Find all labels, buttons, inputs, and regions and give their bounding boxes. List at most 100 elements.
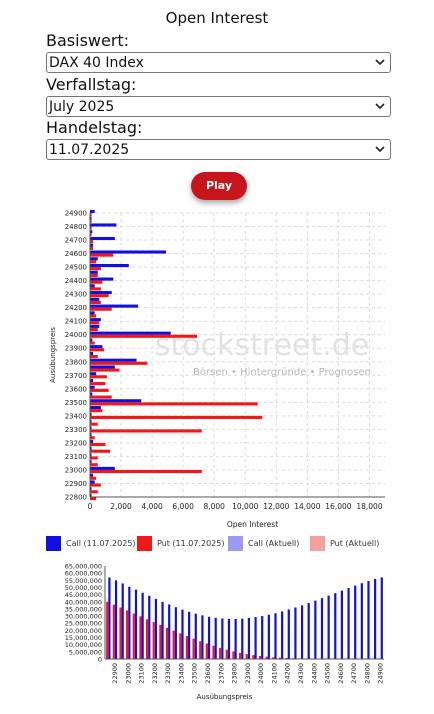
x-tick-label: 0 bbox=[88, 502, 93, 511]
tradeday-label: Handelstag: bbox=[46, 118, 143, 137]
x-tick-label: 23700 bbox=[217, 663, 225, 684]
y-tick-label: 5,000,000 bbox=[69, 648, 102, 656]
y-tick-label: 23700 bbox=[65, 372, 87, 380]
bar-call bbox=[90, 230, 93, 234]
bar-put bbox=[90, 213, 92, 217]
x-tick-label: 23000 bbox=[124, 663, 132, 684]
bar-put bbox=[179, 633, 182, 659]
x-axis-label: Ausübungspreis bbox=[197, 693, 253, 701]
open-interest-value-chart: 05,000,00010,000,00015,000,00020,000,000… bbox=[65, 563, 385, 702]
bar-put bbox=[159, 624, 162, 659]
expiry-select[interactable]: July 2025 bbox=[46, 96, 391, 117]
y-tick-label: 23400 bbox=[65, 412, 87, 420]
bar-call bbox=[241, 618, 244, 659]
bar-put bbox=[90, 314, 97, 318]
bar-call bbox=[90, 270, 98, 274]
bar-put bbox=[90, 436, 95, 440]
x-tick-label: 23100 bbox=[138, 663, 146, 684]
bar-put bbox=[90, 463, 98, 467]
bar-put bbox=[278, 657, 282, 659]
bar-call bbox=[340, 590, 344, 659]
bar-call bbox=[300, 605, 304, 659]
bar-put bbox=[199, 641, 202, 659]
x-tick-label: 24700 bbox=[350, 663, 358, 684]
bar-put bbox=[132, 613, 135, 659]
bar-put bbox=[90, 409, 103, 413]
bar-put bbox=[90, 280, 103, 284]
bar-put bbox=[232, 651, 235, 659]
chevron-down-icon bbox=[375, 103, 385, 110]
y-tick-label: 0 bbox=[98, 656, 102, 664]
bar-put bbox=[165, 627, 169, 659]
bar-call bbox=[254, 617, 257, 659]
chevron-down-icon bbox=[375, 59, 385, 66]
x-tick-label: 16,000 bbox=[325, 502, 351, 511]
bar-call bbox=[234, 618, 237, 659]
bar-put bbox=[90, 287, 101, 291]
bar-call bbox=[90, 318, 101, 322]
bar-put bbox=[90, 260, 97, 264]
y-tick-label: 23000 bbox=[65, 466, 87, 474]
y-tick-label: 23300 bbox=[65, 426, 87, 434]
bar-call bbox=[334, 593, 337, 659]
bar-call bbox=[194, 613, 197, 659]
underlying-select[interactable]: DAX 40 Index bbox=[46, 52, 391, 73]
x-tick-label: 23300 bbox=[164, 663, 172, 684]
bar-put bbox=[90, 483, 101, 487]
bar-call bbox=[90, 419, 92, 423]
tradeday-select[interactable]: 11.07.2025 bbox=[46, 139, 391, 160]
bar-call bbox=[90, 426, 92, 430]
bar-call bbox=[154, 598, 158, 659]
bar-put bbox=[112, 604, 115, 659]
x-tick-label: 12,000 bbox=[263, 502, 289, 511]
bar-call bbox=[90, 209, 95, 213]
bar-call bbox=[347, 588, 350, 659]
bar-put bbox=[172, 630, 175, 659]
bar-put bbox=[90, 375, 108, 379]
y-tick-label: 23900 bbox=[65, 345, 87, 353]
watermark-brand: stockstreet.de bbox=[155, 328, 369, 363]
x-tick-label: 24500 bbox=[324, 663, 332, 684]
bar-call bbox=[90, 466, 115, 470]
bar-call bbox=[380, 577, 383, 659]
bar-call bbox=[181, 609, 184, 659]
x-tick-label: 22900 bbox=[111, 663, 119, 684]
bar-put bbox=[258, 655, 262, 659]
bar-put bbox=[272, 657, 275, 659]
bar-call bbox=[90, 446, 92, 450]
bar-call bbox=[90, 480, 95, 484]
x-tick-label: 2,000 bbox=[110, 502, 132, 511]
bar-call bbox=[90, 345, 103, 349]
bar-call bbox=[90, 460, 92, 464]
bar-call bbox=[90, 277, 114, 281]
y-tick-label: 24000 bbox=[65, 331, 87, 339]
y-tick-label: 23500 bbox=[65, 399, 87, 407]
y-axis-label: Ausübungspreis bbox=[49, 327, 57, 383]
bar-call bbox=[90, 304, 139, 308]
y-tick-label: 45,000,000 bbox=[65, 591, 102, 599]
underlying-select-value: DAX 40 Index bbox=[49, 55, 144, 71]
y-tick-label: 50,000,000 bbox=[65, 584, 102, 592]
bar-call bbox=[90, 236, 115, 241]
bar-call bbox=[287, 609, 290, 659]
bar-put bbox=[90, 402, 258, 406]
tradeday-select-value: 11.07.2025 bbox=[49, 142, 130, 158]
bar-put bbox=[225, 649, 228, 659]
bar-call bbox=[90, 216, 92, 220]
x-tick-label: 10,000 bbox=[232, 502, 258, 511]
expiry-select-value: July 2025 bbox=[49, 99, 115, 115]
bar-put bbox=[219, 647, 222, 659]
bar-put bbox=[252, 655, 255, 659]
bar-put bbox=[126, 610, 129, 659]
play-button[interactable]: Play bbox=[191, 172, 247, 200]
bar-call bbox=[188, 611, 191, 659]
bar-call bbox=[247, 617, 251, 659]
bar-put bbox=[90, 415, 263, 419]
bar-put bbox=[139, 616, 142, 659]
bar-put bbox=[90, 442, 106, 447]
y-tick-label: 23100 bbox=[65, 453, 87, 461]
y-tick-label: 24800 bbox=[65, 223, 87, 231]
bar-put bbox=[119, 607, 122, 659]
y-tick-label: 25,000,000 bbox=[65, 620, 102, 628]
x-tick-label: 24800 bbox=[363, 663, 371, 684]
